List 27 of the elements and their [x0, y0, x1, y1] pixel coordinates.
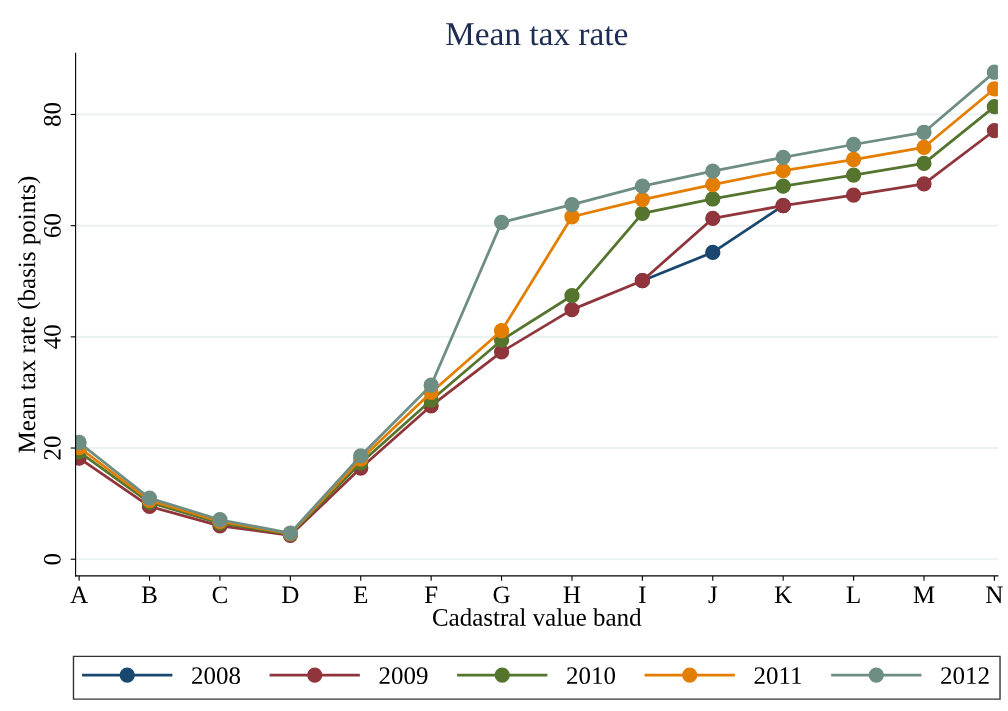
legend-label: 2010 — [567, 667, 616, 685]
x-tick-label: B — [141, 586, 157, 604]
chart-title: Mean tax rate — [446, 23, 628, 46]
x-tick-label: K — [774, 586, 792, 603]
y-axis-title: Mean tax rate (basis points) — [17, 176, 41, 453]
x-axis-title: Cadastral value band — [432, 608, 642, 626]
y-tick-label: 0 — [43, 553, 61, 565]
legend-label: 2008 — [192, 667, 241, 685]
legend-label: 2011 — [754, 667, 802, 685]
x-tick-label: M — [913, 586, 935, 603]
x-tick-label: I — [639, 586, 646, 603]
legend-label: 2009 — [379, 667, 428, 685]
y-tick-label: 80 — [43, 102, 61, 127]
x-tick-label: G — [493, 586, 510, 604]
x-tick-label: D — [282, 586, 299, 604]
x-tick-label: F — [424, 586, 438, 603]
x-tick-label: A — [70, 586, 88, 603]
y-tick-label: 20 — [43, 436, 61, 460]
y-tick-label: 60 — [43, 214, 61, 238]
x-tick-label: J — [708, 586, 718, 604]
x-tick-label: N — [986, 586, 1003, 603]
x-tick-label: C — [212, 586, 227, 604]
legend-label: 2012 — [941, 667, 989, 685]
x-tick-label: H — [563, 586, 581, 603]
x-tick-label: L — [846, 586, 860, 603]
y-tick-label: 40 — [43, 325, 61, 349]
x-tick-label: E — [353, 586, 368, 603]
